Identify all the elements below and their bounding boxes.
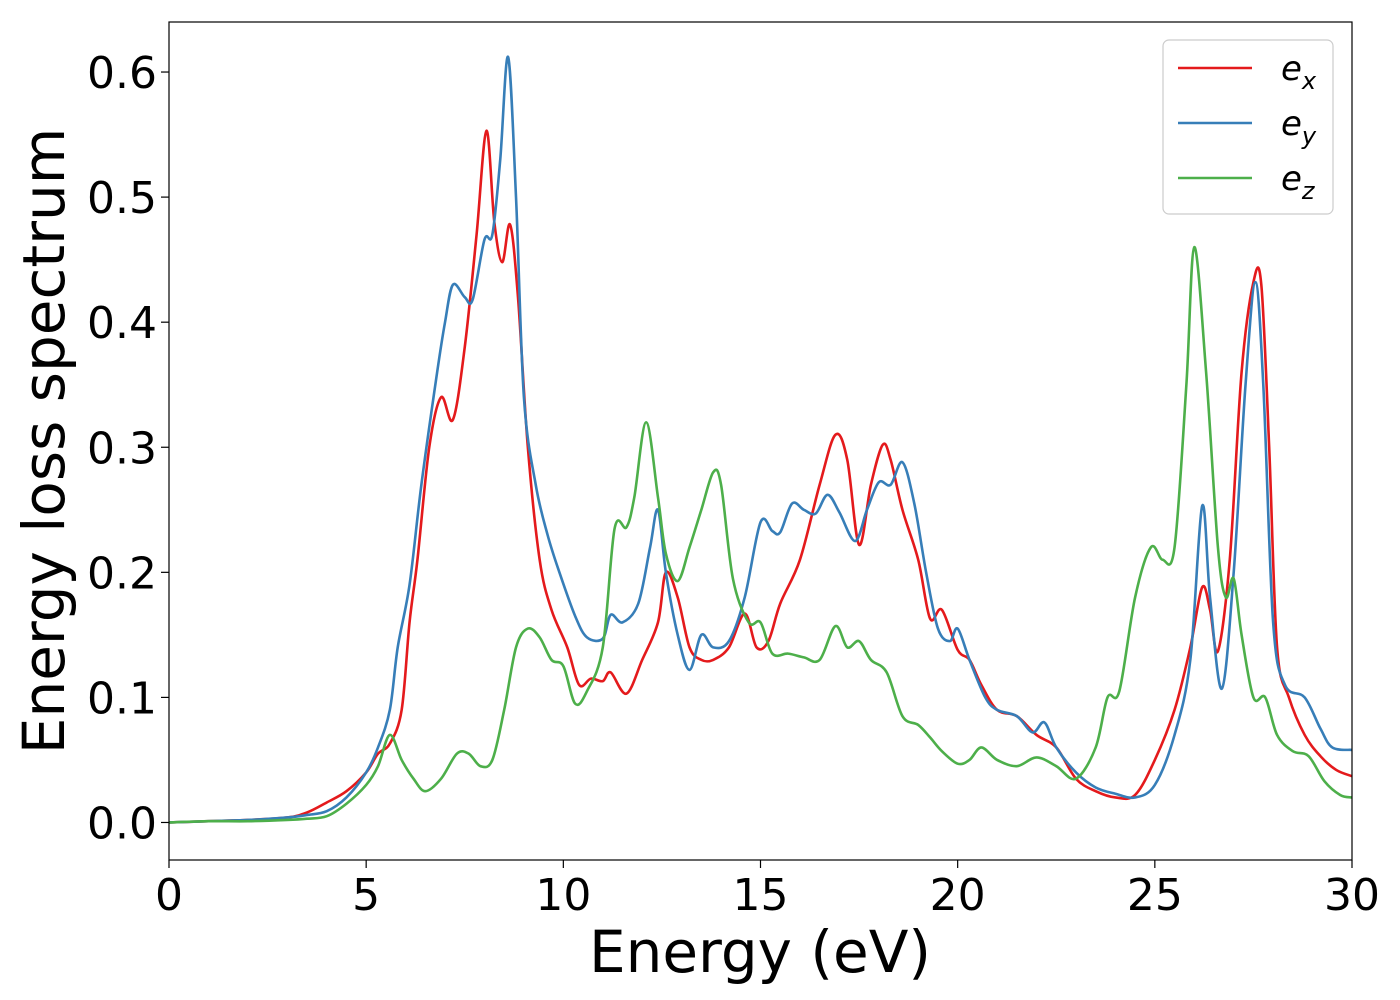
y-axis-label: Energy loss spectrum	[10, 128, 78, 754]
x-tick-label: 15	[733, 870, 789, 921]
x-tick-label: 25	[1127, 870, 1183, 921]
x-tick-label: 30	[1324, 870, 1380, 921]
series-layer	[169, 55, 1352, 824]
y-tick-label: 0.3	[87, 423, 157, 474]
legend-label-subscript: z	[1301, 177, 1316, 205]
y-tick-label: 0.4	[87, 298, 157, 349]
x-tick-label: 10	[535, 870, 591, 921]
legend-label-base: e	[1281, 49, 1302, 89]
legend-label-subscript: y	[1301, 122, 1317, 150]
legend-label-subscript: x	[1301, 67, 1317, 95]
legend-label-base: e	[1281, 104, 1302, 144]
legend-label-ez: ez	[1281, 159, 1316, 205]
x-tick-label: 5	[352, 870, 380, 921]
x-axis-label: Energy (eV)	[589, 918, 931, 986]
series-line-ey	[169, 55, 1352, 824]
legend-frame	[1162, 39, 1334, 215]
legend-label-base: e	[1281, 159, 1302, 199]
x-tick-label: 0	[155, 870, 183, 921]
y-tick-label: 0.2	[87, 548, 157, 599]
y-tick-label: 0.1	[87, 673, 157, 724]
y-tick-label: 0.0	[87, 798, 157, 849]
x-axis: 0 5 10 15 20 25 30	[155, 860, 1380, 921]
x-tick-label: 20	[930, 870, 986, 921]
series-line-ez	[169, 245, 1352, 824]
legend-label-ey: ey	[1281, 104, 1317, 150]
y-axis: 0.0 0.1 0.2 0.3 0.4 0.5 0.6	[87, 48, 169, 849]
y-tick-label: 0.5	[87, 173, 157, 224]
series-line-ex	[169, 129, 1352, 824]
y-tick-label: 0.6	[87, 48, 157, 99]
legend-label-ex: ex	[1281, 49, 1317, 95]
